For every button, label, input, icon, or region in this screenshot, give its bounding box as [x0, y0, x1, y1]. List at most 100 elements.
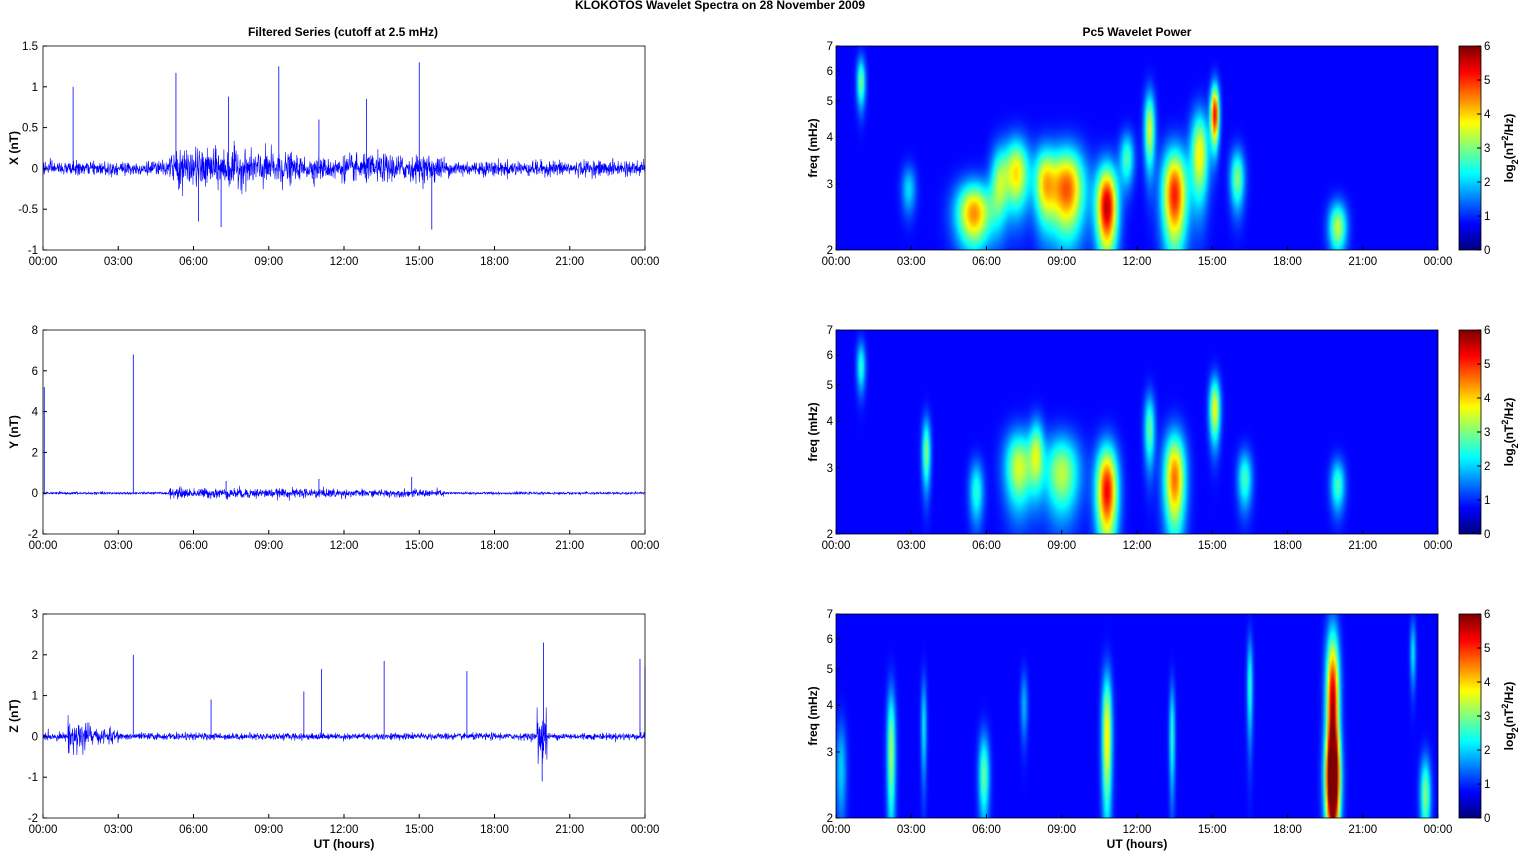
x-axis-label: UT (hours): [1107, 837, 1168, 851]
y-tick-label: 5: [827, 380, 833, 392]
x-tick-label: 00:00: [631, 540, 660, 552]
y-axis-label: Z (nT): [7, 699, 21, 732]
x-tick-label: 06:00: [972, 256, 1001, 268]
colorbar-label-part: log: [1502, 448, 1516, 466]
colorbar-label-part: 2: [1500, 704, 1510, 709]
z-wavelet-chart: 2 3 4 5 6 7 freq (mHz) 00:00 03:00 06:00 09:00 12:0…: [806, 609, 1520, 851]
colorbar-label-part: 2: [1500, 136, 1510, 141]
y-tick-label: 1: [32, 691, 38, 703]
y-tick-label: 4: [827, 132, 834, 144]
right-column-title: Pc5 Wavelet Power: [1083, 25, 1192, 39]
x-tick-label: 18:00: [1273, 824, 1302, 836]
x-tick-label: 18:00: [480, 256, 509, 268]
x-tick-label: 09:00: [254, 540, 283, 552]
x-tick-label: 18:00: [1273, 256, 1302, 268]
series-line: [42, 140, 646, 197]
colorbar-label-part: /Hz): [1502, 398, 1516, 420]
y-tick-label: 2: [827, 245, 833, 257]
y-tick-label: 7: [827, 325, 833, 337]
x-tick-label: 21:00: [1348, 824, 1377, 836]
series-line: [42, 707, 646, 764]
y-tick-label: 3: [827, 179, 833, 191]
y-wavelet-chart: 2 3 4 5 6 7 freq (mHz) 00:00 03:00 06:00 09:00 12:0…: [806, 325, 1520, 552]
y-tick-label: -0.5: [18, 204, 38, 216]
x-tick-label: 00:00: [29, 540, 58, 552]
y-tick-label: 7: [827, 41, 833, 53]
x-tick-label: 00:00: [1424, 540, 1453, 552]
plot-area: [43, 46, 645, 250]
x-tick-label: 12:00: [1123, 256, 1152, 268]
y-axis-label: freq (mHz): [806, 118, 820, 177]
colorbar-label: log2(nT2/Hz): [1500, 398, 1520, 467]
x-tick-label: 03:00: [897, 256, 926, 268]
x-tick-label: 06:00: [179, 540, 208, 552]
x-tick-label: 03:00: [104, 540, 133, 552]
y-tick-label: 2: [827, 529, 833, 541]
y-tick-label: 4: [827, 416, 834, 428]
y-axis-label: Y (nT): [7, 415, 21, 449]
colorbar-label-part: 2: [1500, 420, 1510, 425]
colorbar-label-part: (nT: [1502, 424, 1516, 443]
colorbar-label-part: 2: [1510, 727, 1520, 732]
y-tick-label: 2: [32, 447, 38, 459]
x-tick-label: 00:00: [822, 256, 851, 268]
y-tick-label: -2: [28, 529, 38, 541]
wavelet-power-image: [836, 330, 1438, 534]
x-tick-label: 06:00: [179, 256, 208, 268]
x-tick-label: 12:00: [1123, 540, 1152, 552]
x-tick-label: 09:00: [1047, 256, 1076, 268]
y-tick-label: 0: [32, 731, 38, 743]
y-tick-label: 3: [827, 463, 833, 475]
y-tick-label: 0: [32, 488, 38, 500]
colorbar-tick-label: 3: [1484, 143, 1490, 155]
x-tick-label: 09:00: [1047, 824, 1076, 836]
figure-title: KLOKOTOS Wavelet Spectra on 28 November …: [575, 0, 865, 12]
colorbar-tick-label: 6: [1484, 609, 1490, 621]
y-tick-label: 1: [32, 82, 38, 94]
x-tick-label: 09:00: [254, 824, 283, 836]
series-line: [42, 485, 646, 501]
y-tick-label: 2: [32, 650, 38, 662]
x-tick-label: 18:00: [480, 540, 509, 552]
y-tick-label: 0: [32, 163, 38, 175]
x-tick-label: 00:00: [822, 824, 851, 836]
colorbar-label: log2(nT2/Hz): [1500, 682, 1520, 751]
x-tick-label: 21:00: [555, 540, 584, 552]
y-axis-label: X (nT): [7, 131, 21, 165]
x-tick-label: 12:00: [330, 256, 359, 268]
x-tick-label: 09:00: [254, 256, 283, 268]
colorbar-tick-label: 4: [1484, 109, 1491, 121]
y-tick-label: 6: [827, 350, 833, 362]
colorbar-label-part: (nT: [1502, 140, 1516, 159]
y-tick-label: 0.5: [22, 123, 38, 135]
y-tick-label: 7: [827, 609, 833, 621]
colorbar-tick-label: 5: [1484, 643, 1490, 655]
colorbar-tick-label: 1: [1484, 211, 1490, 223]
colorbar-label-part: log: [1502, 164, 1516, 182]
x-tick-label: 21:00: [1348, 540, 1377, 552]
y-tick-label: 2: [827, 813, 833, 825]
colorbar: [1459, 46, 1481, 250]
y-component-chart: -2 0 2 4 6 8 Y (nT) 00:00 03:00 06:00 09:00 12:00 15…: [7, 325, 659, 552]
colorbar-label-part: /Hz): [1502, 114, 1516, 136]
y-tick-label: 8: [32, 325, 38, 337]
colorbar: [1459, 330, 1481, 534]
colorbar-tick-label: 5: [1484, 359, 1490, 371]
x-tick-label: 12:00: [330, 540, 359, 552]
y-tick-label: -1: [28, 772, 38, 784]
y-tick-label: 6: [827, 634, 833, 646]
colorbar-tick-label: 1: [1484, 779, 1490, 791]
x-wavelet-chart: 2 3 4 5 6 7 freq (mHz) 00:00 03:00 06:00 09:00 12:0…: [806, 41, 1520, 268]
colorbar-tick-label: 6: [1484, 325, 1490, 337]
colorbar-label-part: (nT: [1502, 708, 1516, 727]
x-tick-label: 06:00: [972, 540, 1001, 552]
y-tick-label: -1: [28, 245, 38, 257]
colorbar-label-part: log: [1502, 732, 1516, 750]
colorbar-tick-label: 4: [1484, 393, 1491, 405]
colorbar-label-part: 2: [1510, 159, 1520, 164]
x-tick-label: 00:00: [822, 540, 851, 552]
colorbar-tick-label: 2: [1484, 461, 1490, 473]
x-tick-label: 18:00: [480, 824, 509, 836]
x-tick-label: 12:00: [330, 824, 359, 836]
